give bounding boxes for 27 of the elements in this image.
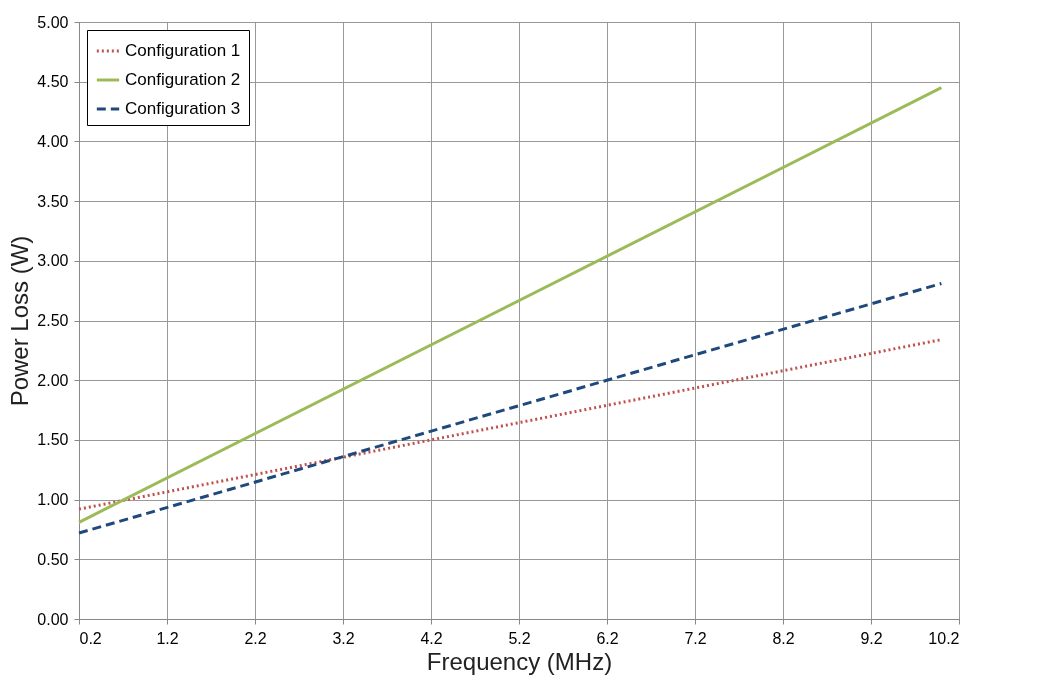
x-tick-label: 10.2 [928, 629, 960, 647]
y-tick-label: 4.50 [37, 73, 69, 91]
y-tick-label: 3.50 [37, 192, 69, 210]
y-tick-label: 0.00 [37, 610, 69, 628]
y-tick-label: 5.00 [37, 13, 69, 31]
x-tick-label: 5.2 [508, 629, 531, 647]
x-tick-label: 9.2 [860, 629, 883, 647]
x-tick-label: 0.2 [79, 629, 102, 647]
x-tick-label: 8.2 [772, 629, 795, 647]
legend-label: Configuration 2 [125, 70, 241, 89]
legend-label: Configuration 1 [125, 41, 241, 60]
x-axis-title: Frequency (MHz) [426, 647, 613, 675]
legend-label: Configuration 3 [125, 99, 241, 118]
x-tick-label: 3.2 [332, 629, 355, 647]
y-tick-label: 4.00 [37, 132, 69, 150]
x-tick-label: 4.2 [420, 629, 443, 647]
x-tick-label: 1.2 [156, 629, 179, 647]
y-axis-title: Power Loss (W) [6, 235, 34, 407]
y-tick-label: 3.00 [37, 252, 69, 270]
x-tick-label: 7.2 [684, 629, 707, 647]
y-tick-label: 1.00 [37, 491, 69, 509]
x-tick-label: 6.2 [596, 629, 619, 647]
y-tick-label: 1.50 [37, 431, 69, 449]
x-tick-label: 2.2 [244, 629, 267, 647]
y-tick-label: 2.50 [37, 312, 69, 329]
y-tick-label: 2.00 [37, 371, 69, 389]
y-tick-label: 0.50 [37, 550, 69, 568]
